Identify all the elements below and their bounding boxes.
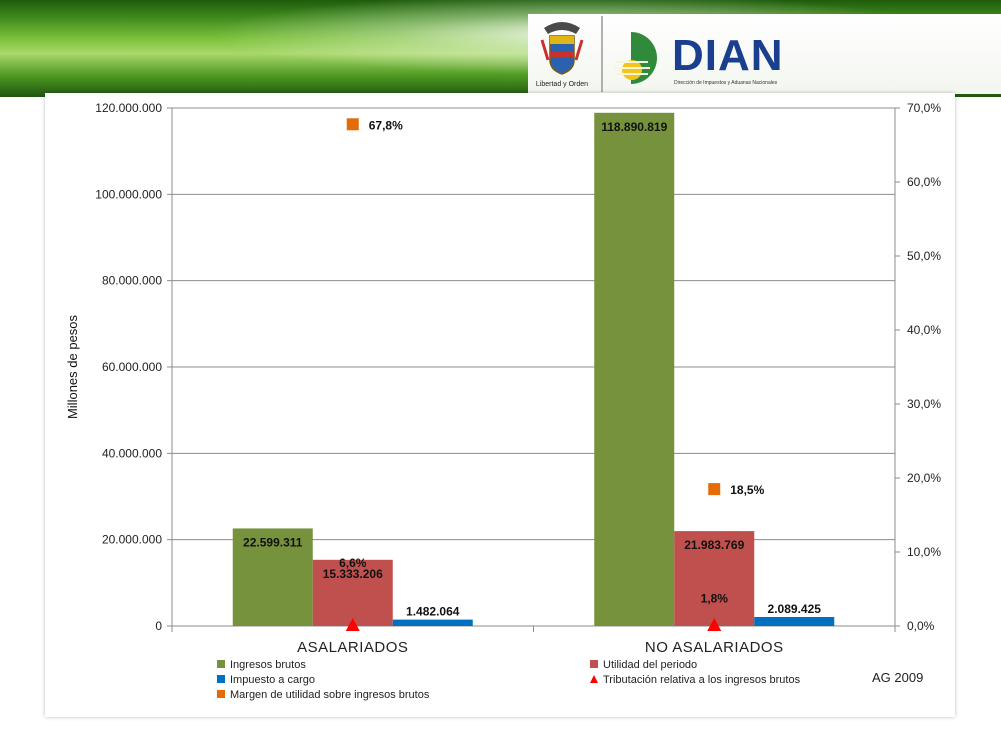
bar-value-label: 2.089.425 bbox=[768, 602, 822, 616]
bar-value-label: 15.333.206 bbox=[323, 567, 383, 581]
y-axis-label: Millones de pesos bbox=[65, 314, 80, 419]
bar-value-label: 22.599.311 bbox=[243, 535, 303, 549]
y2-tick-label: 20,0% bbox=[907, 471, 941, 485]
bar bbox=[392, 619, 473, 626]
y-tick-label: 0 bbox=[155, 619, 162, 633]
legend-label: Margen de utilidad sobre ingresos brutos bbox=[230, 689, 430, 701]
dian-subtitle: Dirección de Impuestos y Aduanas Naciona… bbox=[674, 80, 778, 86]
bar-value-label: 1.482.064 bbox=[406, 605, 460, 619]
x-tick-label: ASALARIADOS bbox=[297, 639, 408, 656]
footnote: AG 2009 bbox=[872, 670, 924, 685]
legend-label: Tributación relativa a los ingresos brut… bbox=[603, 674, 801, 686]
legend-label: Utilidad del periodo bbox=[603, 659, 697, 671]
margen-label: 67,8% bbox=[369, 118, 403, 132]
y-tick-label: 40.000.000 bbox=[102, 446, 162, 460]
y-tick-label: 60.000.000 bbox=[102, 360, 162, 374]
margen-marker bbox=[708, 483, 721, 496]
legend-label: Ingresos brutos bbox=[230, 659, 306, 671]
y2-tick-label: 60,0% bbox=[907, 175, 941, 189]
dian-brand: DIAN bbox=[672, 31, 784, 80]
tributacion-label: 6,6% bbox=[339, 556, 367, 570]
y2-tick-label: 0,0% bbox=[907, 619, 935, 633]
bar bbox=[232, 528, 313, 626]
dian-sun-icon bbox=[614, 32, 657, 84]
legend-swatch bbox=[217, 675, 225, 683]
bar bbox=[312, 559, 393, 626]
y-tick-label: 80.000.000 bbox=[102, 274, 162, 288]
legend-label: Impuesto a cargo bbox=[230, 674, 315, 686]
legend-swatch bbox=[590, 660, 598, 668]
margen-marker bbox=[346, 118, 359, 131]
coat-of-arms-icon bbox=[540, 22, 584, 75]
tributacion-label: 1,8% bbox=[701, 592, 729, 606]
bar-value-label: 21.983.769 bbox=[684, 538, 744, 552]
legend-swatch bbox=[217, 690, 225, 698]
y2-tick-label: 40,0% bbox=[907, 323, 941, 337]
y2-tick-label: 30,0% bbox=[907, 397, 941, 411]
bar bbox=[674, 531, 755, 626]
y-tick-label: 120.000.000 bbox=[95, 101, 162, 115]
y2-tick-label: 50,0% bbox=[907, 249, 941, 263]
y2-tick-label: 70,0% bbox=[907, 101, 941, 115]
margen-label: 18,5% bbox=[730, 483, 764, 497]
y-tick-label: 100.000.000 bbox=[95, 187, 162, 201]
logo-panel: Libertad y Orden DIAN Dirección de Impue… bbox=[528, 14, 1001, 94]
coat-motto: Libertad y Orden bbox=[536, 81, 588, 88]
x-tick-label: NO ASALARIADOS bbox=[645, 639, 784, 656]
bar bbox=[594, 112, 675, 626]
tributacion-marker bbox=[345, 618, 360, 631]
logos: Libertad y Orden DIAN Dirección de Impue… bbox=[536, 16, 784, 92]
y-tick-label: 20.000.000 bbox=[102, 533, 162, 547]
bar bbox=[754, 616, 835, 626]
tributacion-marker bbox=[707, 618, 722, 631]
legend-swatch bbox=[217, 660, 225, 668]
bar-value-label: 118.890.819 bbox=[601, 120, 667, 134]
legend-swatch bbox=[590, 675, 598, 683]
y2-tick-label: 10,0% bbox=[907, 545, 941, 559]
slide-frame bbox=[45, 93, 955, 717]
